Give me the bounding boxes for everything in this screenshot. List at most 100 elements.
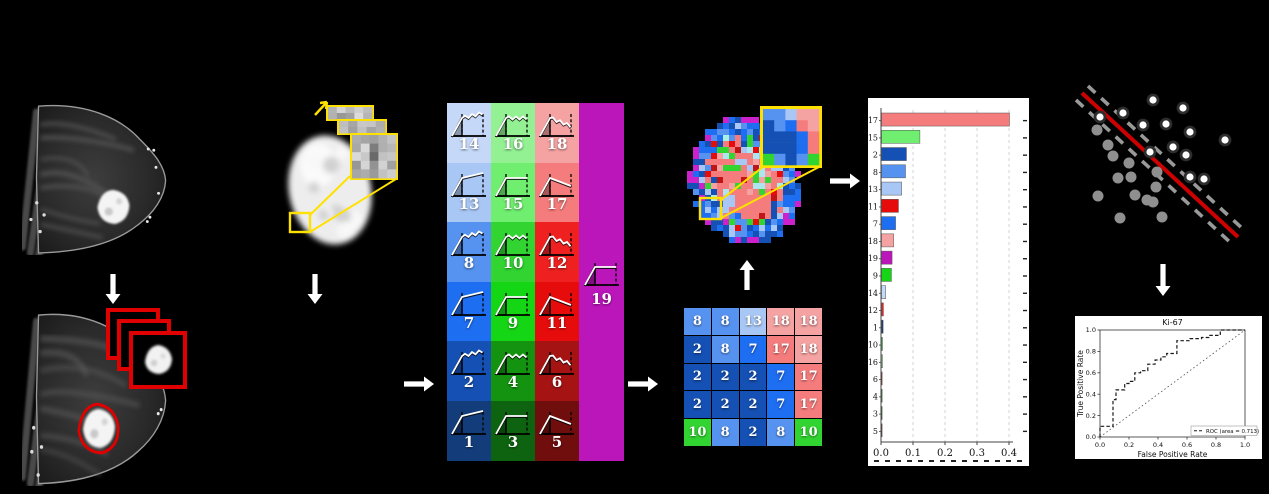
- kinetic-curve-glyph: [538, 233, 574, 257]
- matrix-cell-value: 18: [799, 313, 818, 329]
- kinetic-curve-glyph: [450, 171, 486, 198]
- histogram-bar-8: [881, 164, 906, 179]
- svg-text:19: 19: [868, 254, 878, 263]
- pattern-number: 2: [463, 373, 475, 392]
- svg-text:10: 10: [868, 341, 878, 350]
- kinetic-curve-glyph: [583, 262, 619, 287]
- pattern-legend-cell-7: 7: [447, 281, 491, 342]
- pattern-number: 11: [546, 313, 568, 332]
- magnified-patch: [350, 133, 398, 180]
- kinetic-pattern-legend: 14 16 18 13 15 17 8 10 12 7 9 11 2 4 6 1 3 5 19: [447, 103, 624, 461]
- pattern-legend-cell-12: 12: [535, 222, 579, 282]
- white-data-point: [1093, 110, 1107, 124]
- patch-pattern-matrix: 8 8 13 18 18 2 8 7 17 18 2 2 2 7 17 2 2 2 7 17 10 8 2 8 10: [683, 307, 823, 447]
- histogram-bar-4: [881, 388, 883, 403]
- white-data-point: [1143, 145, 1157, 159]
- svg-text:0.0: 0.0: [1095, 441, 1105, 449]
- svg-text:17: 17: [868, 116, 878, 125]
- pattern-number: 17: [546, 194, 568, 213]
- gray-data-point: [1114, 212, 1126, 224]
- gray-data-point: [1150, 181, 1162, 193]
- pattern-number: 9: [507, 313, 519, 332]
- kinetic-curve-glyph: [538, 292, 574, 317]
- patch-location-box: [288, 211, 312, 234]
- matrix-cell: 7: [767, 391, 795, 419]
- matrix-cell: 18: [767, 308, 795, 335]
- svg-text:1.0: 1.0: [1240, 441, 1250, 449]
- svg-text:0.4: 0.4: [1001, 448, 1017, 459]
- svg-text:14: 14: [868, 289, 878, 298]
- roc-legend: ROC (area = 0.713): [1190, 425, 1259, 436]
- flow-arrow-right-icon: [830, 173, 860, 189]
- matrix-cell: 2: [711, 363, 739, 391]
- pattern-number: 1: [463, 433, 475, 451]
- kinetic-curve-glyph: [494, 292, 530, 317]
- svg-text:0.8: 0.8: [1086, 348, 1096, 356]
- histogram-bar-16: [881, 354, 883, 368]
- svg-text:5: 5: [873, 427, 878, 436]
- pattern-number: 14: [458, 135, 480, 153]
- kinetic-curve-glyph: [494, 173, 530, 198]
- pattern-number: 6: [551, 373, 563, 392]
- histogram-bar-19: [881, 250, 893, 265]
- svg-text:9: 9: [873, 272, 878, 281]
- white-data-point: [1183, 125, 1197, 139]
- matrix-cell: 8: [684, 308, 711, 335]
- matrix-cell: 18: [795, 335, 822, 363]
- histogram-bar-5: [881, 423, 883, 438]
- white-data-point: [1146, 93, 1160, 107]
- pattern-number: 3: [507, 433, 519, 451]
- svg-text:2: 2: [873, 151, 878, 160]
- matrix-cell: 13: [739, 308, 767, 335]
- classifier-scatter-illustration: [1074, 84, 1246, 246]
- matrix-cell-value: 8: [720, 313, 730, 329]
- matrix-cell: 8: [767, 419, 795, 446]
- svg-text:0.2: 0.2: [1124, 441, 1134, 449]
- svg-text:3: 3: [873, 410, 878, 419]
- gray-data-point: [1112, 172, 1124, 184]
- gray-data-point: [1129, 189, 1141, 201]
- white-data-point: [1183, 170, 1197, 184]
- pattern-legend-cell-16: 16: [491, 103, 535, 163]
- matrix-cell: 8: [711, 419, 739, 446]
- white-data-point: [1159, 117, 1173, 131]
- white-data-point: [1179, 148, 1193, 162]
- matrix-cell: 17: [767, 335, 795, 363]
- pattern-number: 5: [551, 433, 563, 451]
- pattern-legend-cell-13: 13: [447, 162, 491, 223]
- svg-text:12: 12: [868, 306, 878, 315]
- matrix-cell: 7: [739, 335, 767, 363]
- roc-curve-panel: Ki-67 0.0 0.2 0.4 0.6 0.8 1.0 0.0 0.2 0.4 0.6 0.8 1.…: [1075, 316, 1262, 459]
- white-data-point: [1218, 133, 1232, 147]
- svg-text:16: 16: [868, 358, 878, 367]
- matrix-cell-value: 17: [771, 341, 790, 357]
- pattern-legend-cell-11: 11: [535, 281, 579, 342]
- gray-data-point: [1125, 171, 1137, 183]
- pattern-legend-cell-15: 15: [491, 162, 535, 223]
- matrix-cell: 2: [739, 419, 767, 446]
- gray-data-point: [1102, 139, 1114, 151]
- matrix-cell-value: 8: [720, 425, 730, 441]
- matrix-cell: 2: [684, 363, 711, 391]
- svg-text:8: 8: [873, 168, 878, 177]
- kinetic-curve-glyph: [450, 410, 486, 436]
- matrix-cell: 2: [739, 391, 767, 419]
- gray-data-point: [1147, 196, 1159, 208]
- matrix-cell: 18: [795, 308, 822, 335]
- histogram-bar-7: [881, 216, 896, 230]
- svg-text:0.1: 0.1: [905, 448, 921, 459]
- matrix-cell-value: 18: [799, 341, 818, 357]
- gray-data-point: [1091, 124, 1103, 136]
- flow-arrow-right-icon: [628, 376, 658, 392]
- pattern-number: 19: [591, 289, 612, 308]
- svg-text:7: 7: [873, 220, 878, 229]
- pattern-legend-cell-3: 3: [491, 401, 535, 461]
- histogram-bar-10: [881, 337, 883, 351]
- svg-text:0.0: 0.0: [1086, 433, 1096, 441]
- flow-arrow-up-icon: [739, 260, 755, 290]
- matrix-cell: 2: [684, 335, 711, 363]
- pattern-legend-cell-17: 17: [535, 162, 579, 223]
- map-patch-location-box: [698, 196, 723, 221]
- svg-text:4: 4: [873, 392, 878, 401]
- svg-text:0.4: 0.4: [1086, 390, 1096, 398]
